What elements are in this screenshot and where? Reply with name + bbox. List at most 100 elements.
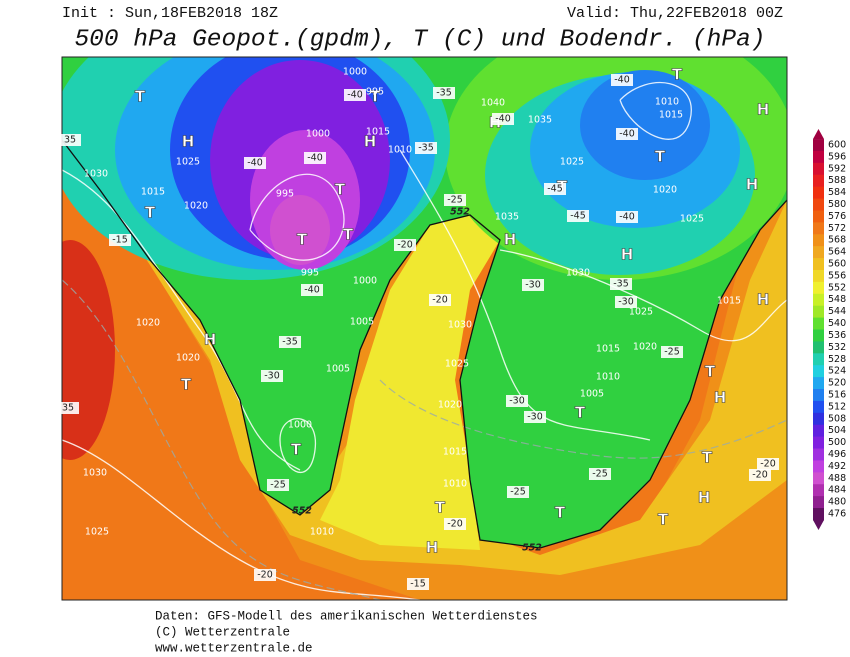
isobar-label: 1000 — [343, 67, 367, 78]
isobar-label: 1005 — [326, 364, 350, 375]
pressure-center: T — [705, 363, 716, 381]
temperature-label-box — [507, 486, 529, 498]
colorbar-label: 572 — [828, 223, 846, 234]
colorbar-label: 528 — [828, 354, 846, 365]
pressure-center: T — [702, 449, 713, 467]
isobar-label: 1025 — [560, 157, 584, 168]
isobar-label: 1025 — [629, 307, 653, 318]
isobar-label: 1025 — [176, 157, 200, 168]
temperature-label: -25 — [447, 195, 463, 206]
isobar-label: 1010 — [443, 479, 467, 490]
geopotential-label: 552 — [450, 207, 470, 218]
isobar-label: 1020 — [184, 201, 208, 212]
colorbar-swatch — [813, 281, 824, 295]
temperature-label: -20 — [447, 519, 463, 530]
colorbar-swatch — [813, 400, 824, 414]
isobar-label: 995 — [301, 268, 319, 279]
isobar-label: 995 — [276, 189, 294, 200]
temperature-label: -15 — [112, 235, 128, 246]
temperature-label: -35 — [436, 88, 452, 99]
isobar-label: 1000 — [288, 420, 312, 431]
isobar-label: 1015 — [717, 296, 741, 307]
colorbar-swatch — [813, 293, 824, 307]
colorbar-swatch — [813, 269, 824, 283]
temperature-label: -20 — [752, 470, 768, 481]
isobar-label: 1015 — [366, 127, 390, 138]
temperature-label-box — [261, 370, 283, 382]
temperature-label: -25 — [510, 487, 526, 498]
colorbar-swatch — [813, 389, 824, 402]
colorbar-swatch — [813, 162, 824, 176]
colorbar-label: 564 — [828, 247, 846, 258]
colorbar-arrow — [813, 519, 824, 530]
colorbar-label: 492 — [828, 461, 846, 472]
pressure-center: T — [135, 88, 146, 106]
temperature-label-box — [616, 128, 638, 140]
temperature-label-box — [407, 578, 429, 590]
colorbar-swatch — [813, 353, 824, 366]
map-title: 500 hPa Geopot.(gpdm), T (C) und Bodendr… — [74, 26, 765, 53]
temperature-label-box — [524, 411, 546, 423]
colorbar-arrow — [813, 129, 824, 140]
colorbar-swatch — [813, 365, 824, 378]
isobar-label: 1035 — [528, 115, 552, 126]
colorbar-label: 512 — [828, 401, 846, 412]
temperature-label: -25 — [592, 469, 608, 480]
pressure-center: H — [757, 291, 770, 309]
colorbar-swatch — [813, 198, 824, 211]
isobar-label: 995 — [366, 87, 384, 98]
temperature-label-box — [279, 336, 301, 348]
colorbar-label: 508 — [828, 413, 846, 424]
colorbar-swatch — [813, 341, 824, 354]
temperature-label: -40 — [619, 129, 635, 140]
map-area — [62, 57, 787, 600]
colorbar-swatch — [813, 305, 824, 319]
isobar-label: 1005 — [580, 389, 604, 400]
temperature-label-box — [304, 152, 326, 164]
pressure-center: T — [370, 88, 381, 106]
temperature-label-box — [57, 402, 79, 414]
pressure-center: H — [426, 539, 439, 557]
pressure-center: T — [291, 441, 302, 459]
colorbar-swatch — [813, 174, 824, 188]
isobar-label: 1015 — [443, 447, 467, 458]
temperature-label: -30 — [264, 371, 280, 382]
colorbar-swatch — [813, 258, 824, 271]
temperature-label: -45 — [547, 184, 563, 195]
temperature-label-box — [59, 134, 81, 146]
temperature-label-box — [444, 518, 466, 530]
colorbar-swatch — [813, 150, 824, 164]
isobar-label: 1000 — [353, 276, 377, 287]
temperature-label: -40 — [619, 212, 635, 223]
colorbar-swatch — [813, 436, 824, 450]
temperature-label-box — [589, 468, 611, 480]
temperature-label: -30 — [509, 396, 525, 407]
temperature-label-box — [254, 569, 276, 581]
temperature-label-box — [433, 87, 455, 99]
temperature-label: -45 — [570, 211, 586, 222]
colorbar-label: 504 — [828, 425, 846, 436]
temperature-label-box — [544, 183, 566, 195]
temperature-label-box — [661, 346, 683, 358]
colorbar-label: 592 — [828, 163, 846, 174]
pressure-center: T — [555, 504, 566, 522]
temperature-label-box — [757, 458, 779, 470]
temperature-label-box — [616, 211, 638, 223]
footer-line: (C) Wetterzentrale — [155, 625, 290, 639]
footer-line: Daten: GFS-Modell des amerikanischen Wet… — [155, 609, 538, 623]
colorbar-label: 524 — [828, 366, 846, 377]
pressure-center: H — [714, 389, 727, 407]
isobar-label: 1035 — [495, 212, 519, 223]
temperature-label-box — [492, 113, 514, 125]
temperature-label-box — [567, 210, 589, 222]
isobar-label: 1025 — [445, 359, 469, 370]
colorbar-label: 500 — [828, 437, 846, 448]
colorbar-label: 552 — [828, 282, 846, 293]
temperature-label-box — [267, 479, 289, 491]
colorbar-label: 588 — [828, 175, 846, 186]
colorbar-label: 516 — [828, 389, 846, 400]
temperature-label-box — [244, 157, 266, 169]
isobar-label: 1015 — [596, 344, 620, 355]
isobar-label: 1020 — [136, 318, 160, 329]
